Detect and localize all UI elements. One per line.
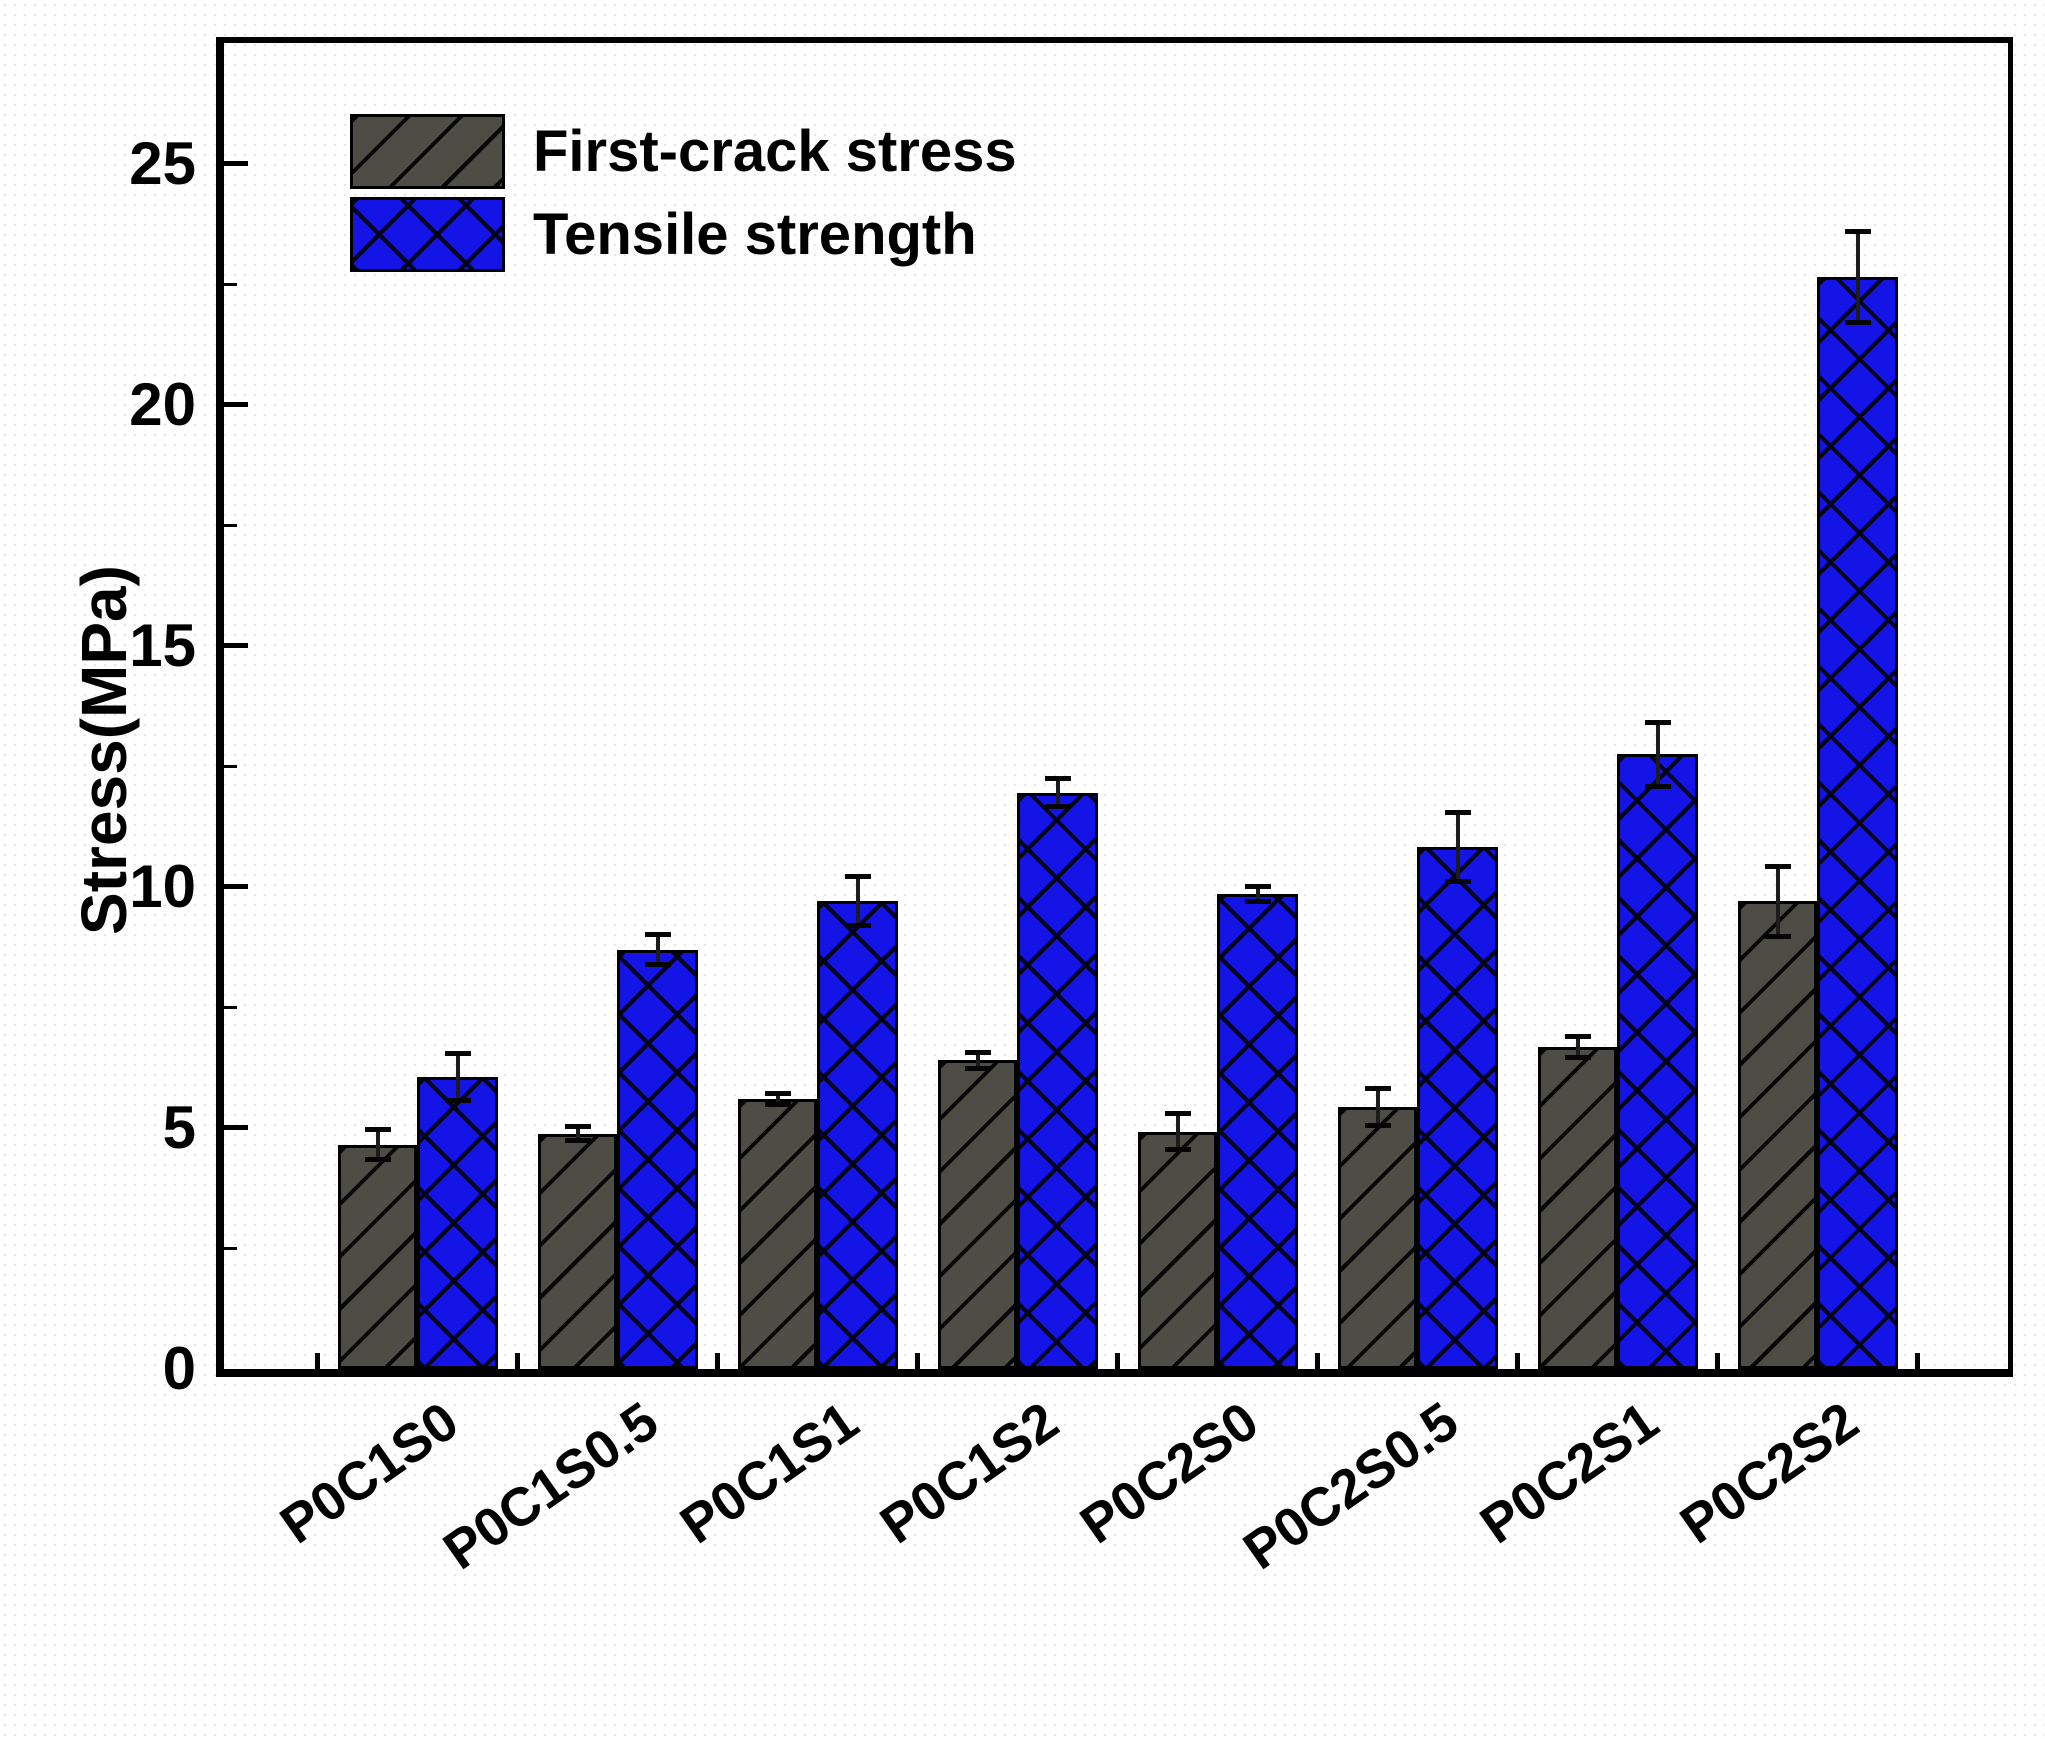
y-axis-major-tick [224, 643, 248, 649]
plot-area [216, 37, 2013, 1377]
error-bar-cap-top [1764, 863, 1791, 869]
error-bar-line [855, 876, 860, 927]
error-bar-cap-bottom [1844, 319, 1871, 325]
y-axis-minor-tick [224, 523, 237, 527]
y-tick-label: 5 [162, 1093, 196, 1161]
bar-first-crack-P0C1S0.5 [538, 1133, 617, 1369]
legend-item: First-crack stress [350, 114, 1017, 189]
bar-first-crack-P0C1S1 [738, 1098, 817, 1369]
y-axis-major-tick [224, 161, 248, 167]
error-bar-line [375, 1129, 380, 1161]
error-bar-line [1655, 721, 1660, 787]
error-bar-line [975, 1051, 980, 1070]
error-bar-line [1375, 1087, 1380, 1127]
error-bar-cap-bottom [1164, 1147, 1191, 1153]
error-bar-cap-bottom [1444, 878, 1471, 884]
x-axis-tick [1315, 1353, 1320, 1369]
error-bar-cap-top [564, 1124, 591, 1130]
x-axis-tick [315, 1353, 320, 1369]
error-bar-line [775, 1093, 780, 1105]
bar-first-crack-P0C2S0.5 [1338, 1107, 1417, 1369]
error-bar-cap-bottom [1564, 1054, 1591, 1060]
error-bar-line [1455, 812, 1460, 882]
legend-item: Tensile strength [350, 197, 1017, 272]
bar-tensile-P0C2S0 [1217, 894, 1298, 1369]
y-axis-major-tick [224, 1125, 248, 1131]
error-bar-cap-top [1564, 1033, 1591, 1039]
error-bar-cap-top [1364, 1085, 1391, 1091]
x-axis-tick [715, 1353, 720, 1369]
bar-first-crack-P0C2S0 [1138, 1131, 1217, 1369]
error-bar-cap-top [1844, 229, 1871, 235]
error-bar-cap-top [364, 1127, 391, 1133]
bar-first-crack-P0C1S2 [938, 1060, 1017, 1369]
x-axis-tick [1515, 1353, 1520, 1369]
legend-swatch-first-crack [350, 114, 505, 189]
x-axis-tick [515, 1353, 520, 1369]
error-bar-line [1775, 865, 1780, 937]
error-bar-cap-bottom [644, 962, 671, 968]
bar-first-crack-P0C2S2 [1738, 901, 1817, 1369]
legend: First-crack stress Tensile strength [350, 114, 1017, 280]
bar-first-crack-P0C2S1 [1538, 1046, 1617, 1369]
y-axis-major-tick [224, 402, 248, 408]
error-bar-line [1575, 1035, 1580, 1058]
error-bar-cap-top [644, 931, 671, 937]
error-bar-line [575, 1126, 580, 1141]
error-bar-cap-top [1044, 776, 1071, 782]
error-bar-cap-top [1244, 884, 1271, 890]
error-bar-cap-top [844, 874, 871, 880]
error-bar-line [1175, 1113, 1180, 1151]
y-tick-label: 15 [129, 611, 196, 679]
legend-label: First-crack stress [533, 119, 1017, 184]
error-bar-cap-bottom [364, 1157, 391, 1163]
error-bar-cap-bottom [444, 1098, 471, 1104]
x-axis-tick [915, 1353, 920, 1369]
error-bar-cap-top [764, 1091, 791, 1097]
error-bar-line [1055, 778, 1060, 808]
bar-tensile-P0C1S0.5 [617, 949, 698, 1369]
y-tick-label: 20 [129, 370, 196, 438]
legend-label: Tensile strength [533, 202, 977, 267]
error-bar-cap-bottom [1764, 933, 1791, 939]
bar-tensile-P0C1S1 [817, 901, 898, 1369]
y-tick-label: 10 [129, 852, 196, 920]
y-axis-major-tick [224, 884, 248, 890]
x-axis-tick [1715, 1353, 1720, 1369]
bar-tensile-P0C2S2 [1817, 276, 1898, 1369]
error-bar-cap-bottom [964, 1066, 991, 1072]
bar-tensile-P0C2S0.5 [1417, 846, 1498, 1369]
y-tick-label: 25 [129, 129, 196, 197]
error-bar-cap-bottom [1044, 804, 1071, 810]
x-axis-tick [1915, 1353, 1920, 1369]
error-bar-cap-bottom [1644, 783, 1671, 789]
error-bar-cap-top [1644, 719, 1671, 725]
error-bar-line [1855, 231, 1860, 323]
bar-chart-figure: Stress(MPa) 0 5 10 15 20 25 P0C1S0 P0C1S0.5 P0C… [68, 37, 2013, 1581]
error-bar-cap-bottom [844, 923, 871, 929]
y-axis-minor-tick [224, 1005, 237, 1009]
error-bar-line [655, 933, 660, 966]
error-bar-cap-top [1444, 810, 1471, 816]
bar-first-crack-P0C1S0 [338, 1144, 417, 1369]
bar-tensile-P0C1S0 [417, 1077, 498, 1369]
bar-tensile-P0C1S2 [1017, 792, 1098, 1369]
error-bar-cap-bottom [564, 1137, 591, 1143]
error-bar-cap-bottom [764, 1101, 791, 1107]
bar-tensile-P0C2S1 [1617, 754, 1698, 1369]
y-axis-minor-tick [224, 1246, 237, 1250]
error-bar-cap-bottom [1244, 898, 1271, 904]
error-bar-cap-bottom [1364, 1123, 1391, 1129]
error-bar-cap-top [1164, 1111, 1191, 1117]
error-bar-line [1255, 886, 1260, 902]
error-bar-line [455, 1053, 460, 1102]
error-bar-cap-top [964, 1049, 991, 1055]
y-axis-title: Stress(MPa) [68, 565, 140, 935]
y-tick-label: 0 [162, 1335, 196, 1402]
legend-swatch-tensile [350, 197, 505, 272]
y-axis-minor-tick [224, 764, 237, 768]
error-bar-cap-top [444, 1051, 471, 1057]
x-axis-tick [1115, 1353, 1120, 1369]
y-axis-minor-tick [224, 282, 237, 286]
